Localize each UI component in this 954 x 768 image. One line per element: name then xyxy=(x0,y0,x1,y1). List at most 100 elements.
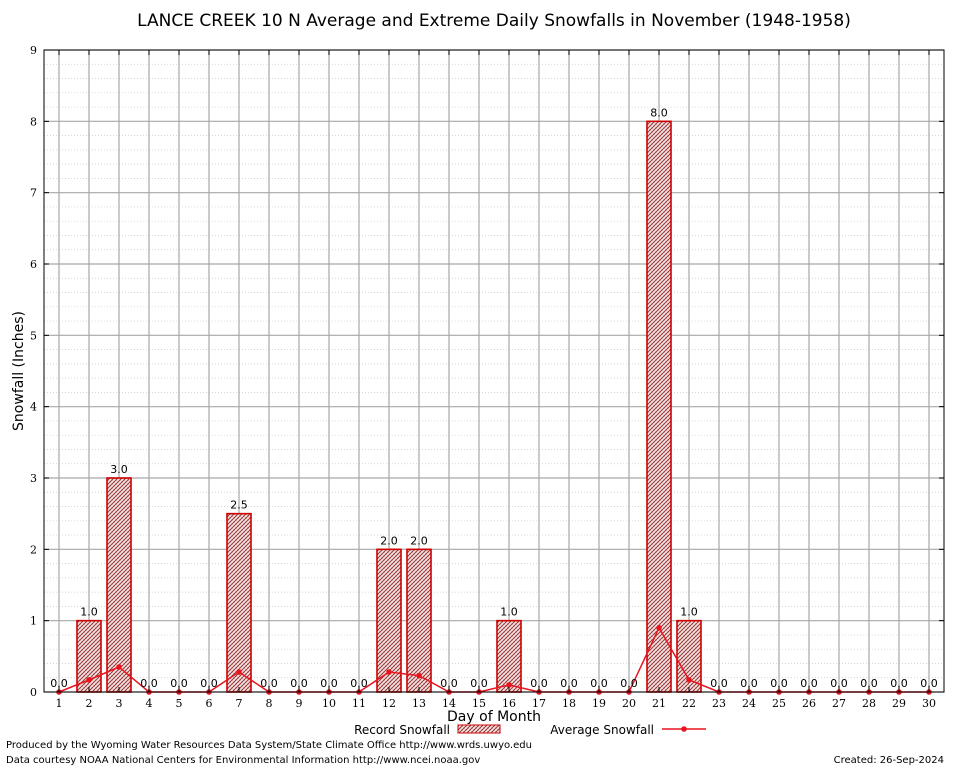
x-tick-label: 1 xyxy=(56,697,63,710)
x-axis-label: Day of Month xyxy=(447,709,541,725)
bar-value-label: 1.0 xyxy=(680,606,698,619)
x-tick-label: 12 xyxy=(382,697,396,710)
x-tick-label: 2 xyxy=(86,697,93,710)
average-point xyxy=(506,682,512,688)
footer-created-date: Created: 26-Sep-2024 xyxy=(834,755,944,766)
bar-value-label: 0.0 xyxy=(260,677,278,690)
x-tick-label: 23 xyxy=(712,697,726,710)
grid xyxy=(44,49,944,693)
bar-value-label: 0.0 xyxy=(710,677,728,690)
bar-value-label: 1.0 xyxy=(80,606,98,619)
y-tick-label: 9 xyxy=(30,44,37,57)
plot-frame xyxy=(43,49,945,693)
average-point xyxy=(86,677,92,683)
x-tick-label: 10 xyxy=(322,697,336,710)
footer-produced-by: Produced by the Wyoming Water Resources … xyxy=(6,740,532,751)
x-tick-label: 30 xyxy=(922,697,936,710)
legend-record-label: Record Snowfall xyxy=(354,723,450,737)
bar-value-label: 0.0 xyxy=(800,677,818,690)
y-tick-label: 5 xyxy=(30,329,37,342)
record-bar xyxy=(496,619,522,693)
legend: Record Snowfall Average Snowfall xyxy=(354,723,706,737)
x-tick-label: 7 xyxy=(236,697,243,710)
x-tick-label: 26 xyxy=(802,697,816,710)
x-tick-label: 17 xyxy=(532,697,546,710)
bar-value-label: 2.0 xyxy=(410,534,428,547)
bar-value-label: 0.0 xyxy=(50,677,68,690)
bar-value-label: 0.0 xyxy=(770,677,788,690)
record-bar xyxy=(406,548,432,693)
y-tick-label: 8 xyxy=(30,115,37,128)
bar-value-label: 0.0 xyxy=(530,677,548,690)
x-tick-label: 6 xyxy=(206,697,213,710)
record-bar xyxy=(646,120,672,693)
bar-value-labels: 0.0 1.0 3.0 0.0 0.0 0.0 2.5 0.0 0.0 0.0 0.0 2.0 2.0 0… xyxy=(50,106,938,690)
y-tick-label: 4 xyxy=(30,401,37,414)
x-tick-label: 20 xyxy=(622,697,636,710)
y-tick-label: 3 xyxy=(30,472,37,485)
x-tick-label: 15 xyxy=(472,697,486,710)
y-tick-label: 0 xyxy=(30,686,37,699)
average-point xyxy=(386,669,392,675)
bar-value-label: 0.0 xyxy=(470,677,488,690)
bar-value-label: 2.0 xyxy=(380,534,398,547)
x-axis-ticks: 1 2 3 4 5 6 7 8 9 10 11 12 13 14 15 16 17 18 19 20 21 22 23 24 2… xyxy=(56,50,936,710)
legend-average-label: Average Snowfall xyxy=(550,723,654,737)
x-tick-label: 8 xyxy=(266,697,273,710)
record-bar xyxy=(106,477,132,693)
y-axis-ticks: 0 1 2 3 4 5 6 7 8 9 xyxy=(30,44,944,699)
bar-value-label: 0.0 xyxy=(830,677,848,690)
x-tick-label: 29 xyxy=(892,697,906,710)
footer-data-courtesy: Data courtesy NOAA National Centers for … xyxy=(6,755,480,766)
average-point xyxy=(656,625,662,631)
record-bar xyxy=(226,512,252,693)
bar-value-label: 0.0 xyxy=(350,677,368,690)
average-point xyxy=(236,669,242,675)
y-tick-label: 7 xyxy=(30,187,37,200)
bar-value-label: 3.0 xyxy=(110,463,128,476)
bar-value-label: 0.0 xyxy=(440,677,458,690)
x-tick-label: 22 xyxy=(682,697,696,710)
legend-record-swatch xyxy=(457,724,501,734)
bar-value-label: 0.0 xyxy=(320,677,338,690)
average-point xyxy=(686,677,692,683)
y-tick-label: 6 xyxy=(30,258,37,271)
x-tick-label: 25 xyxy=(772,697,786,710)
average-point xyxy=(116,664,122,670)
x-tick-label: 9 xyxy=(296,697,303,710)
bar-value-label: 2.5 xyxy=(230,499,248,512)
x-tick-label: 16 xyxy=(502,697,516,710)
bar-value-label: 8.0 xyxy=(650,106,668,119)
bar-value-label: 1.0 xyxy=(500,606,518,619)
bar-value-label: 0.0 xyxy=(170,677,188,690)
average-point xyxy=(416,672,422,679)
bar-value-label: 0.0 xyxy=(560,677,578,690)
x-tick-label: 14 xyxy=(442,697,456,710)
x-tick-label: 11 xyxy=(352,697,366,710)
x-tick-label: 21 xyxy=(652,697,666,710)
legend-average-marker xyxy=(681,726,687,732)
x-tick-label: 3 xyxy=(116,697,123,710)
x-tick-label: 13 xyxy=(412,697,426,710)
y-tick-label: 2 xyxy=(30,543,37,556)
y-axis-label: Snowfall (Inches) xyxy=(11,311,27,431)
bar-value-label: 0.0 xyxy=(290,677,308,690)
x-tick-label: 5 xyxy=(176,697,183,710)
bar-value-label: 0.0 xyxy=(140,677,158,690)
x-tick-label: 28 xyxy=(862,697,876,710)
y-tick-label: 1 xyxy=(30,615,37,628)
x-tick-label: 27 xyxy=(832,697,846,710)
x-tick-label: 24 xyxy=(742,697,756,710)
bar-value-label: 0.0 xyxy=(920,677,938,690)
bar-value-label: 0.0 xyxy=(860,677,878,690)
bar-value-label: 0.0 xyxy=(200,677,218,690)
bar-value-label: 0.0 xyxy=(740,677,758,690)
bar-value-label: 0.0 xyxy=(890,677,908,690)
chart-title: LANCE CREEK 10 N Average and Extreme Dai… xyxy=(137,11,851,31)
x-tick-label: 19 xyxy=(592,697,606,710)
average-series-line xyxy=(58,626,929,693)
x-tick-label: 18 xyxy=(562,697,576,710)
bar-value-label: 0.0 xyxy=(590,677,608,690)
bar-value-label: 0.0 xyxy=(620,677,638,690)
